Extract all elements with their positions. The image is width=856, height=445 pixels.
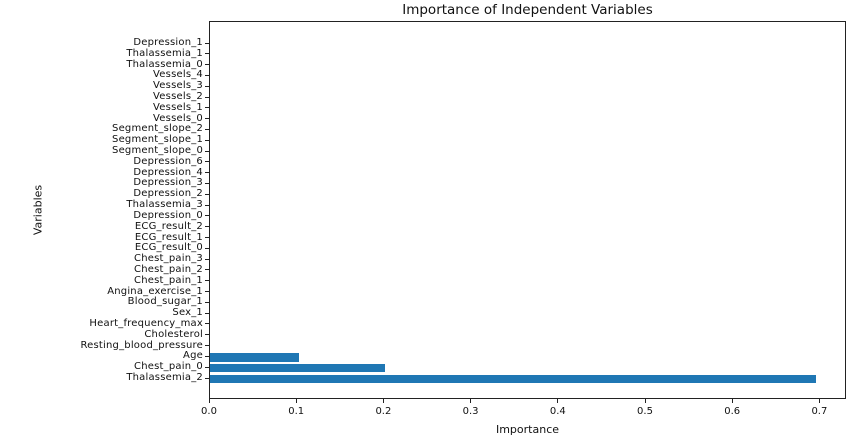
y-tick-label: Vessels_2	[153, 91, 203, 103]
x-tick-mark	[208, 399, 210, 403]
y-tick-mark	[205, 258, 209, 260]
y-tick-label: Segment_slope_2	[112, 123, 203, 135]
y-tick-label: Resting_blood_pressure	[80, 339, 203, 351]
x-tick-mark	[557, 399, 559, 403]
y-tick-mark	[205, 172, 209, 174]
y-tick-label: Depression_6	[133, 155, 203, 167]
y-tick-label: Angina_exercise_1	[107, 285, 203, 297]
chart-title: Importance of Independent Variables	[402, 2, 653, 18]
y-tick-mark	[205, 355, 209, 357]
y-tick-label: Chest_pain_2	[134, 263, 203, 275]
y-tick-label: Blood_sugar_1	[127, 296, 203, 308]
y-tick-mark	[205, 312, 209, 314]
y-tick-label: Thalassemia_0	[126, 58, 203, 70]
x-tick-mark	[382, 399, 384, 403]
x-tick-label: 0.5	[637, 406, 653, 417]
x-tick-label: 0.1	[288, 406, 305, 417]
y-tick-mark	[205, 323, 209, 325]
x-tick-mark	[295, 399, 297, 403]
y-tick-label: Depression_3	[133, 177, 203, 189]
y-tick-mark	[205, 150, 209, 152]
plot-area	[209, 21, 846, 399]
x-tick-label: 0.4	[549, 406, 566, 417]
x-tick-mark	[470, 399, 472, 403]
y-tick-mark	[205, 42, 209, 44]
x-tick-label: 0.7	[811, 406, 828, 417]
y-tick-mark	[205, 128, 209, 130]
y-tick-label: Depression_4	[133, 166, 203, 178]
y-tick-mark	[205, 161, 209, 163]
bar	[210, 363, 386, 373]
x-tick-label: 0.0	[201, 406, 217, 417]
y-tick-label: ECG_result_1	[134, 231, 203, 243]
y-tick-mark	[205, 280, 209, 282]
y-tick-label: Vessels_0	[153, 112, 203, 124]
y-tick-mark	[205, 301, 209, 303]
x-tick-label: 0.6	[724, 406, 741, 417]
y-tick-mark	[205, 74, 209, 76]
x-tick-mark	[731, 399, 733, 403]
y-tick-mark	[205, 366, 209, 368]
y-tick-label: Sex_1	[172, 307, 203, 319]
bar	[210, 374, 817, 384]
y-tick-mark	[205, 237, 209, 239]
y-tick-label: Depression_2	[133, 188, 203, 200]
x-axis-label: Importance	[495, 423, 560, 436]
y-axis-tick-labels: Depression_1 Thalassemia_1 Thalassemia_0 Ve…	[0, 21, 203, 399]
y-tick-mark	[205, 291, 209, 293]
y-tick-mark	[205, 334, 209, 336]
y-tick-mark	[205, 204, 209, 206]
y-tick-mark	[205, 64, 209, 66]
y-tick-mark	[205, 53, 209, 55]
bar	[210, 353, 299, 362]
y-tick-label: Heart_frequency_max	[89, 317, 203, 329]
y-tick-label: Thalassemia_2	[126, 372, 203, 383]
y-tick-mark	[205, 182, 209, 184]
y-tick-label: Age	[183, 350, 203, 362]
y-tick-mark	[205, 377, 209, 379]
y-tick-mark	[205, 247, 209, 249]
y-tick-label: Vessels_1	[153, 101, 203, 113]
y-axis-label: Variables	[31, 184, 45, 236]
y-tick-label: Thalassemia_1	[126, 47, 203, 59]
y-tick-mark	[205, 193, 209, 195]
y-tick-label: Vessels_4	[153, 69, 203, 81]
y-tick-label: Segment_slope_1	[112, 134, 203, 146]
y-tick-mark	[205, 107, 209, 109]
y-tick-label: Chest_pain_3	[134, 253, 203, 265]
y-tick-mark	[205, 139, 209, 141]
y-tick-label: Chest_pain_1	[134, 274, 203, 286]
y-tick-label: Thalassemia_3	[126, 199, 203, 211]
x-tick-mark	[818, 399, 820, 403]
y-tick-mark	[205, 85, 209, 87]
x-tick-label: 0.2	[375, 406, 392, 417]
y-tick-mark	[205, 118, 209, 120]
y-tick-label: ECG_result_0	[134, 242, 203, 254]
y-tick-label: Segment_slope_0	[112, 145, 203, 157]
y-tick-label: Chest_pain_0	[134, 361, 203, 373]
y-tick-mark	[205, 226, 209, 228]
y-tick-mark	[205, 269, 209, 271]
y-tick-label: Vessels_3	[153, 80, 203, 92]
x-tick-mark	[644, 399, 646, 403]
y-tick-label: Cholesterol	[144, 328, 203, 340]
x-tick-label: 0.3	[462, 406, 479, 417]
y-tick-mark	[205, 345, 209, 347]
y-tick-mark	[205, 215, 209, 217]
y-tick-label: Depression_0	[133, 209, 203, 221]
y-tick-label: Depression_1	[133, 37, 203, 48]
y-tick-label: ECG_result_2	[134, 220, 203, 232]
y-tick-mark	[205, 96, 209, 98]
